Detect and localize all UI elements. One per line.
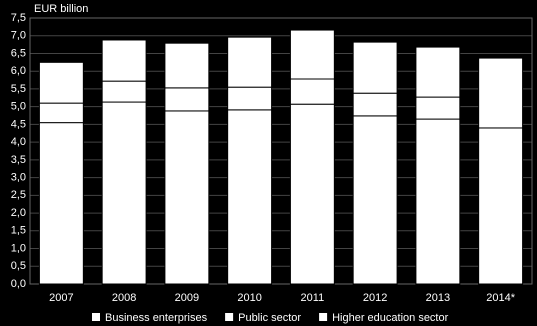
bar-segment bbox=[415, 96, 461, 120]
bar-segment bbox=[289, 29, 335, 80]
y-tick-label: 5,0 bbox=[11, 101, 26, 113]
bar-segment bbox=[227, 36, 273, 88]
bar-segment bbox=[415, 118, 461, 285]
y-tick-label: 6,5 bbox=[11, 47, 26, 59]
y-tick-label: 6,0 bbox=[11, 65, 26, 77]
bar-segment bbox=[415, 46, 461, 98]
bar-segment bbox=[38, 61, 84, 104]
bar-segment bbox=[38, 102, 84, 124]
y-tick-label: 3,0 bbox=[11, 172, 26, 184]
y-tick-label: 4,5 bbox=[11, 118, 26, 130]
legend-label: Higher education sector bbox=[332, 312, 449, 324]
y-tick-label: 7,5 bbox=[11, 12, 26, 24]
x-tick-label: 2010 bbox=[237, 292, 261, 304]
x-tick-label: 2014* bbox=[486, 292, 515, 304]
bar-segment bbox=[352, 92, 398, 117]
y-tick-label: 1,5 bbox=[11, 225, 26, 237]
bar-segment bbox=[101, 39, 147, 82]
bar-segment bbox=[164, 110, 210, 285]
y-tick-label: 5,5 bbox=[11, 83, 26, 95]
bar-segment bbox=[478, 127, 524, 285]
y-tick-label: 2,5 bbox=[11, 189, 26, 201]
x-tick-label: 2008 bbox=[112, 292, 136, 304]
legend-swatch bbox=[92, 313, 100, 321]
y-tick-label: 7,0 bbox=[11, 30, 26, 42]
bar-segment bbox=[352, 115, 398, 285]
y-axis-label: EUR billion bbox=[34, 3, 88, 15]
x-tick-label: 2013 bbox=[426, 292, 450, 304]
y-tick-label: 1,0 bbox=[11, 242, 26, 254]
y-tick-label: 0,5 bbox=[11, 260, 26, 272]
bar-segment bbox=[227, 109, 273, 285]
x-tick-label: 2009 bbox=[175, 292, 199, 304]
x-tick-label: 2011 bbox=[301, 292, 325, 304]
bar-segment bbox=[164, 42, 210, 89]
bar-segment bbox=[38, 122, 84, 285]
x-tick-label: 2012 bbox=[363, 292, 387, 304]
bar-segment bbox=[101, 101, 147, 285]
x-tick-label: 2007 bbox=[49, 292, 73, 304]
y-tick-label: 2,0 bbox=[11, 207, 26, 219]
legend-swatch bbox=[319, 313, 328, 321]
bar-segment bbox=[478, 57, 524, 129]
legend-swatch bbox=[225, 313, 234, 321]
bar-segment bbox=[164, 87, 210, 112]
bar-segment bbox=[352, 41, 398, 94]
legend-label: Business enterprises bbox=[105, 312, 208, 324]
y-tick-label: 0,0 bbox=[11, 278, 26, 290]
bar-segment bbox=[289, 103, 335, 285]
legend-label: Public sector bbox=[238, 312, 301, 324]
bar-segment bbox=[101, 80, 147, 103]
bar-segment bbox=[289, 78, 335, 105]
y-tick-label: 3,5 bbox=[11, 154, 26, 166]
bar-segment bbox=[227, 86, 273, 111]
y-tick-label: 4,0 bbox=[11, 136, 26, 148]
plot-frame bbox=[29, 17, 533, 285]
